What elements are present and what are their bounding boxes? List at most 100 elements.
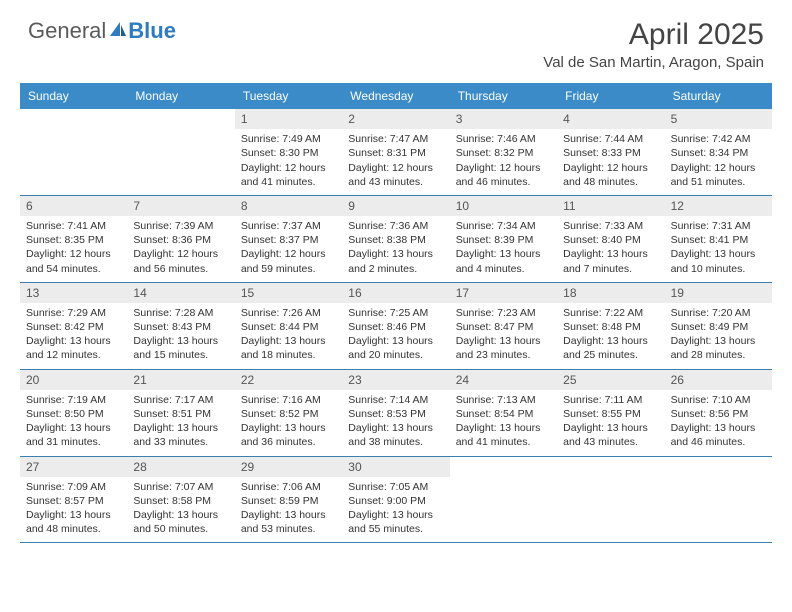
day-number: 30 xyxy=(342,457,449,477)
sunrise-text: Sunrise: 7:46 AM xyxy=(456,132,551,146)
sunrise-text: Sunrise: 7:09 AM xyxy=(26,480,121,494)
day-cell: 2Sunrise: 7:47 AMSunset: 8:31 PMDaylight… xyxy=(342,109,449,196)
sunrise-text: Sunrise: 7:23 AM xyxy=(456,306,551,320)
day-cell: 23Sunrise: 7:14 AMSunset: 8:53 PMDayligh… xyxy=(342,370,449,457)
day-cell: 22Sunrise: 7:16 AMSunset: 8:52 PMDayligh… xyxy=(235,370,342,457)
day-cell: 17 Sunrise: 7:23 AMSunset: 8:47 PMDayligh… xyxy=(450,283,557,370)
sunset-text: Sunset: 8:44 PM xyxy=(241,320,336,334)
day-cell: 15Sunrise: 7:26 AMSunset: 8:44 PMDayligh… xyxy=(235,283,342,370)
daylight-text: Daylight: 13 hours and 23 minutes. xyxy=(456,334,551,362)
sunset-text: Sunset: 8:34 PM xyxy=(671,146,766,160)
daylight-text: Daylight: 13 hours and 15 minutes. xyxy=(133,334,228,362)
sunset-text: Sunset: 8:52 PM xyxy=(241,407,336,421)
daylight-text: Daylight: 13 hours and 38 minutes. xyxy=(348,421,443,449)
sunrise-text: Sunrise: 7:14 AM xyxy=(348,393,443,407)
sunset-text: Sunset: 8:59 PM xyxy=(241,494,336,508)
day-number: 6 xyxy=(20,196,127,216)
brand-part1: General xyxy=(28,18,106,44)
sunrise-text: Sunrise: 7:33 AM xyxy=(563,219,658,233)
sunrise-text: Sunrise: 7:41 AM xyxy=(26,219,121,233)
sunrise-text: Sunrise: 7:05 AM xyxy=(348,480,443,494)
day-number: 1 xyxy=(235,109,342,129)
daylight-text: Daylight: 13 hours and 41 minutes. xyxy=(456,421,551,449)
location-label: Val de San Martin, Aragon, Spain xyxy=(543,54,764,71)
sunrise-text: Sunrise: 7:39 AM xyxy=(133,219,228,233)
day-cell: 18 Sunrise: 7:22 AMSunset: 8:48 PMDayligh… xyxy=(557,283,664,370)
day-cell: 12 Sunrise: 7:31 AMSunset: 8:41 PMDayligh… xyxy=(665,196,772,283)
sunset-text: Sunset: 9:00 PM xyxy=(348,494,443,508)
day-cell: 9Sunrise: 7:36 AMSunset: 8:38 PMDaylight… xyxy=(342,196,449,283)
sunrise-text: Sunrise: 7:11 AM xyxy=(563,393,658,407)
daylight-text: Daylight: 13 hours and 50 minutes. xyxy=(133,508,228,536)
daylight-text: Daylight: 13 hours and 53 minutes. xyxy=(241,508,336,536)
sunrise-text: Sunrise: 7:36 AM xyxy=(348,219,443,233)
daylight-text: Daylight: 12 hours and 43 minutes. xyxy=(348,161,443,189)
day-number: 17 xyxy=(450,283,557,303)
daylight-text: Daylight: 13 hours and 12 minutes. xyxy=(26,334,121,362)
daylight-text: Daylight: 13 hours and 7 minutes. xyxy=(563,247,658,275)
sunrise-text: Sunrise: 7:31 AM xyxy=(671,219,766,233)
sunset-text: Sunset: 8:47 PM xyxy=(456,320,551,334)
day-cell: 19Sunrise: 7:20 AMSunset: 8:49 PMDayligh… xyxy=(665,283,772,370)
day-cell: 16Sunrise: 7:25 AMSunset: 8:46 PMDayligh… xyxy=(342,283,449,370)
day-number: 22 xyxy=(235,370,342,390)
sunset-text: Sunset: 8:33 PM xyxy=(563,146,658,160)
day-number: 7 xyxy=(127,196,234,216)
day-number: 25 xyxy=(557,370,664,390)
sunset-text: Sunset: 8:35 PM xyxy=(26,233,121,247)
sunset-text: Sunset: 8:54 PM xyxy=(456,407,551,421)
daylight-text: Daylight: 13 hours and 36 minutes. xyxy=(241,421,336,449)
weekday-header: Sunday xyxy=(20,83,127,109)
daylight-text: Daylight: 12 hours and 48 minutes. xyxy=(563,161,658,189)
sunrise-text: Sunrise: 7:13 AM xyxy=(456,393,551,407)
sunset-text: Sunset: 8:41 PM xyxy=(671,233,766,247)
day-number: 4 xyxy=(557,109,664,129)
day-number: 18 xyxy=(557,283,664,303)
weekday-header: Tuesday xyxy=(235,83,342,109)
sunrise-text: Sunrise: 7:42 AM xyxy=(671,132,766,146)
day-cell: 27Sunrise: 7:09 AMSunset: 8:57 PMDayligh… xyxy=(20,457,127,544)
day-number: 12 xyxy=(665,196,772,216)
day-number: 29 xyxy=(235,457,342,477)
sunrise-text: Sunrise: 7:49 AM xyxy=(241,132,336,146)
month-title: April 2025 xyxy=(543,18,764,52)
sunset-text: Sunset: 8:43 PM xyxy=(133,320,228,334)
day-number: 8 xyxy=(235,196,342,216)
day-cell: 4Sunrise: 7:44 AMSunset: 8:33 PMDaylight… xyxy=(557,109,664,196)
sunset-text: Sunset: 8:38 PM xyxy=(348,233,443,247)
sunset-text: Sunset: 8:42 PM xyxy=(26,320,121,334)
day-number: 20 xyxy=(20,370,127,390)
weekday-header: Wednesday xyxy=(342,83,449,109)
daylight-text: Daylight: 13 hours and 33 minutes. xyxy=(133,421,228,449)
daylight-text: Daylight: 12 hours and 46 minutes. xyxy=(456,161,551,189)
sunset-text: Sunset: 8:48 PM xyxy=(563,320,658,334)
sunset-text: Sunset: 8:39 PM xyxy=(456,233,551,247)
sunrise-text: Sunrise: 7:06 AM xyxy=(241,480,336,494)
daylight-text: Daylight: 13 hours and 25 minutes. xyxy=(563,334,658,362)
daylight-text: Daylight: 13 hours and 46 minutes. xyxy=(671,421,766,449)
sunrise-text: Sunrise: 7:28 AM xyxy=(133,306,228,320)
day-number: 3 xyxy=(450,109,557,129)
sunset-text: Sunset: 8:40 PM xyxy=(563,233,658,247)
day-cell: 14Sunrise: 7:28 AMSunset: 8:43 PMDayligh… xyxy=(127,283,234,370)
sunrise-text: Sunrise: 7:19 AM xyxy=(26,393,121,407)
daylight-text: Daylight: 13 hours and 20 minutes. xyxy=(348,334,443,362)
sunrise-text: Sunrise: 7:10 AM xyxy=(671,393,766,407)
day-number: 24 xyxy=(450,370,557,390)
daylight-text: Daylight: 13 hours and 55 minutes. xyxy=(348,508,443,536)
day-number: 15 xyxy=(235,283,342,303)
sunset-text: Sunset: 8:32 PM xyxy=(456,146,551,160)
weekday-header: Monday xyxy=(127,83,234,109)
sunset-text: Sunset: 8:37 PM xyxy=(241,233,336,247)
day-number: 5 xyxy=(665,109,772,129)
day-number: 28 xyxy=(127,457,234,477)
daylight-text: Daylight: 13 hours and 10 minutes. xyxy=(671,247,766,275)
title-block: April 2025 Val de San Martin, Aragon, Sp… xyxy=(543,18,764,71)
day-cell: 28Sunrise: 7:07 AMSunset: 8:58 PMDayligh… xyxy=(127,457,234,544)
sunset-text: Sunset: 8:49 PM xyxy=(671,320,766,334)
sunset-text: Sunset: 8:53 PM xyxy=(348,407,443,421)
day-cell: 7Sunrise: 7:39 AMSunset: 8:36 PMDaylight… xyxy=(127,196,234,283)
daylight-text: Daylight: 13 hours and 18 minutes. xyxy=(241,334,336,362)
day-cell: 5Sunrise: 7:42 AMSunset: 8:34 PMDaylight… xyxy=(665,109,772,196)
sunrise-text: Sunrise: 7:22 AM xyxy=(563,306,658,320)
